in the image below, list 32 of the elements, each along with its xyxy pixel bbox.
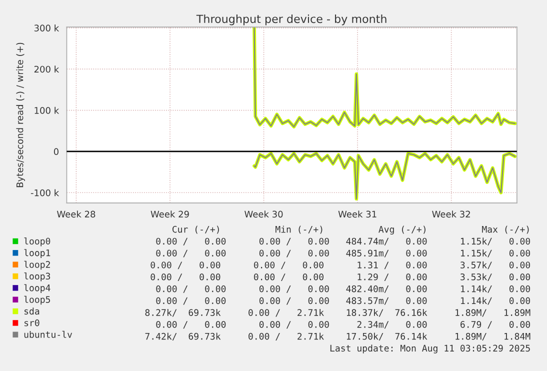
text: 0.00 / 0.00 0.00 / 0.00 2.34m/ 0.00 6.79 / 0.00 bbox=[156, 321, 530, 329]
text: 8.27k/ 69.73k 0.00 / 2.71k 18.37k/ 76.16k 1.89M/ 1.89M bbox=[145, 308, 530, 317]
legend-label: sr0 bbox=[24, 319, 40, 326]
y-tick-label: -100 k bbox=[30, 189, 60, 196]
legend-label: ubuntu-lv bbox=[24, 330, 72, 338]
legend-label: sda bbox=[24, 308, 40, 315]
legend-label: loop1 bbox=[24, 249, 50, 258]
legend-label: loop0 bbox=[24, 238, 50, 246]
y-axis-title: Bytes/second read (-) / write (+) bbox=[16, 42, 25, 188]
x-tick-label: Week 30 bbox=[244, 210, 283, 218]
text: 0.00 / 0.00 0.00 / 0.00 482.40m/ 0.00 1.14k/ 0.00 bbox=[156, 285, 530, 293]
text: Last update: Mon Aug 11 03:05:29 2025 bbox=[330, 344, 530, 354]
y-tick-label: 200 k bbox=[34, 66, 60, 73]
chart-title: Throughput per device - by month bbox=[196, 14, 386, 26]
x-tick-label: Week 29 bbox=[150, 210, 189, 218]
y-tick-label: 100 k bbox=[34, 106, 60, 114]
x-tick-label: Week 31 bbox=[338, 210, 376, 218]
text: 0.00 / 0.00 0.00 / 0.00 483.57m/ 0.00 1.14k/ 0.00 bbox=[156, 297, 530, 305]
text: 0.00 / 0.00 0.00 / 0.00 484.74m/ 0.00 1.15k/ 0.00 bbox=[156, 238, 530, 246]
legend-label: loop5 bbox=[24, 296, 50, 305]
y-tick-label: 300 k bbox=[34, 24, 60, 32]
y-tick-label: 0 bbox=[54, 148, 58, 156]
text: 0.00 / 0.00 0.00 / 0.00 485.91m/ 0.00 1.15k/ 0.00 bbox=[156, 250, 530, 258]
legend-label: loop4 bbox=[24, 284, 50, 293]
text: 0.00 / 0.00 0.00 / 0.00 1.31 / 0.00 3.57k/ 0.00 bbox=[150, 261, 530, 270]
x-tick-label: Week 28 bbox=[56, 210, 96, 218]
legend-label: loop2 bbox=[24, 260, 50, 270]
text: Cur (-/+) Min (-/+) Avg (-/+) Max (-/+) bbox=[172, 226, 529, 235]
x-tick-label: Week 32 bbox=[432, 210, 470, 218]
text: 7.42k/ 69.73k 0.00 / 2.71k 17.50k/ 76.14k 1.89M/ 1.84M bbox=[145, 332, 530, 340]
legend-label: loop3 bbox=[24, 272, 50, 282]
text: 0.00 / 0.00 0.00 / 0.00 1.29 / 0.00 3.53k/ 0.00 bbox=[150, 273, 530, 282]
